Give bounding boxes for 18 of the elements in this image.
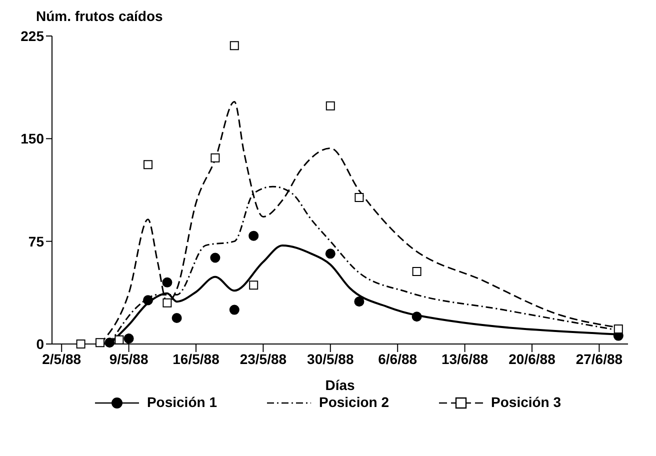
y-tick-label: 75 [28,233,44,250]
x-axis-title: Días [325,377,355,393]
x-tick-label: 9/5/88 [109,350,148,367]
legend-label: Posición 1 [146,394,217,410]
legend-label: Posicion 2 [318,394,390,410]
y-tick-label: 0 [36,336,44,352]
x-tick-label: 2/5/88 [42,350,82,367]
legend-label: Posición 3 [490,394,562,410]
x-tick-label: 20/6/88 [508,350,556,367]
x-tick-label: 6/6/88 [378,350,418,367]
x-tick-label: 30/5/88 [307,350,354,367]
x-tick-label: 16/5/88 [172,350,220,367]
y-tick-label: 150 [20,130,44,147]
x-tick-label: 13/6/88 [441,350,488,367]
x-tick-label: 23/5/88 [240,350,287,367]
y-tick-label: 225 [20,28,44,44]
x-tick-label: 27/6/88 [576,350,623,367]
y-axis-title: Núm. frutos caídos [36,8,164,26]
